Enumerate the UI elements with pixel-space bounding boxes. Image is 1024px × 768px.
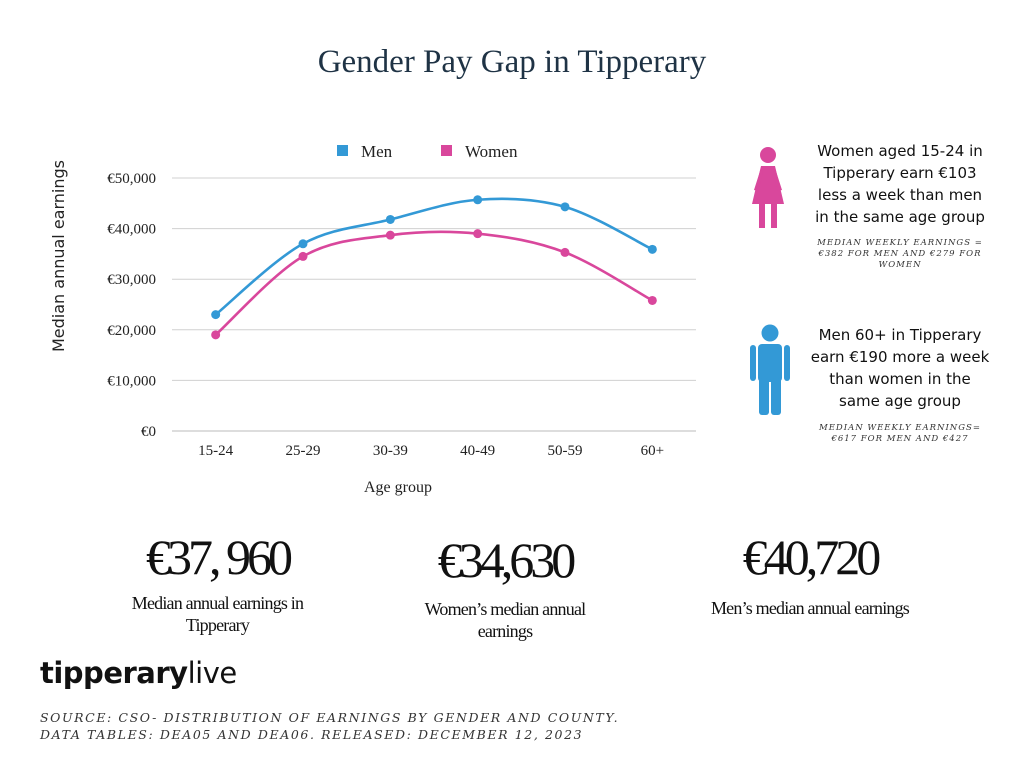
x-tick-label: 30-39 [373, 443, 408, 459]
x-tick-label: 40-49 [460, 443, 495, 459]
data-point-men [298, 239, 308, 249]
callout-men-text: Men 60+ in Tipperary earn €190 more a we… [795, 324, 1005, 412]
y-tick-label: €50,000 [107, 171, 156, 187]
y-axis-title: Median annual earnings [49, 160, 68, 352]
y-tick-label: €40,000 [107, 222, 156, 238]
callout-men-note: Median weekly earnings= €617 for men and… [795, 423, 1005, 445]
data-point-men [647, 244, 657, 254]
note-line: €382 for men and €279 for [818, 249, 982, 259]
data-point-women [298, 251, 308, 261]
tipperarylive-logo: tipperarylive [40, 656, 237, 690]
callout-line: Men 60+ in Tipperary [818, 326, 982, 344]
y-tick-label: €20,000 [107, 323, 156, 339]
series-line-men [214, 197, 653, 316]
data-point-women [473, 229, 483, 239]
callout-line: less a week than men [817, 186, 983, 204]
data-point-men [473, 195, 483, 205]
data-point-men [211, 310, 221, 320]
x-axis-ticks: 15-24 25-29 30-39 40-49 50-59 60+ [198, 443, 664, 459]
callout-women-note: Median weekly earnings = €382 for men an… [795, 238, 1005, 271]
data-point-women [560, 247, 570, 257]
note-line: €617 for men and €427 [831, 434, 969, 444]
note-line: Median weekly earnings = [817, 238, 983, 248]
x-tick-label: 15-24 [198, 443, 233, 459]
source-line: Data Tables: DEA05 and DEA06. Released: … [40, 727, 584, 742]
y-tick-label: €10,000 [107, 373, 156, 389]
series-line-women [214, 230, 653, 336]
legend-label-women: Women [465, 142, 518, 161]
note-line: Median weekly earnings= [819, 423, 981, 433]
stat-label-line: Women’s median annual [424, 599, 587, 619]
chart-grid [172, 177, 696, 432]
callout-line: same age group [839, 392, 961, 410]
logo-bold: tipperary [40, 656, 188, 690]
data-point-women [211, 330, 221, 340]
callout-line: earn €190 more a week [810, 348, 990, 366]
x-axis-title: Age group [364, 479, 432, 496]
stat-men-value: €40,720 [742, 529, 882, 585]
stat-label-line: Median annual earnings in [131, 593, 304, 613]
data-point-women [647, 295, 657, 305]
stat-label-line: earnings [477, 621, 533, 641]
x-tick-label: 60+ [641, 443, 664, 459]
logo-light: live [187, 656, 238, 690]
line-chart: Men Women €0€10,000€20,000€30,000€40,000€… [49, 142, 696, 496]
man-icon [750, 324, 790, 415]
stat-label-line: Men’s median annual earnings [710, 598, 910, 618]
y-tick-label: €30,000 [107, 272, 156, 288]
legend-swatch-women [441, 145, 452, 156]
page-title: Gender Pay Gap in Tipperary [317, 44, 707, 80]
stat-overall-label: Median annual earnings in Tipperary [100, 592, 335, 636]
callout-line: in the same age group [815, 208, 985, 226]
callout-line: Women aged 15-24 in [817, 142, 983, 160]
stat-men-label: Men’s median annual earnings [680, 597, 940, 619]
legend-swatch-men [337, 145, 348, 156]
note-line: women [878, 260, 922, 270]
y-tick-label: €0 [141, 424, 156, 440]
data-point-men [560, 202, 570, 212]
source-line: Source: CSO- Distribution of Earnings by… [40, 710, 620, 725]
data-point-women [385, 230, 395, 240]
legend-label-men: Men [361, 142, 393, 161]
stat-label-line: Tipperary [185, 615, 250, 635]
x-tick-label: 25-29 [286, 443, 321, 459]
data-point-men [385, 214, 395, 224]
callout-line: than women in the [829, 370, 971, 388]
stat-women-label: Women’s median annual earnings [385, 598, 625, 642]
woman-icon [752, 147, 784, 228]
chart-legend: Men Women [337, 142, 518, 161]
y-axis-ticks: €0 €10,000 €20,000 €30,000 €40,000 €50,000 [107, 171, 156, 440]
x-tick-label: 50-59 [548, 443, 583, 459]
callout-women-text: Women aged 15-24 in Tipperary earn €103 … [795, 140, 1005, 228]
stat-overall-value: €37, 960 [146, 529, 293, 585]
stat-women-value: €34,630 [437, 532, 577, 588]
chart-series [211, 195, 657, 340]
callout-line: Tipperary earn €103 [823, 164, 977, 182]
